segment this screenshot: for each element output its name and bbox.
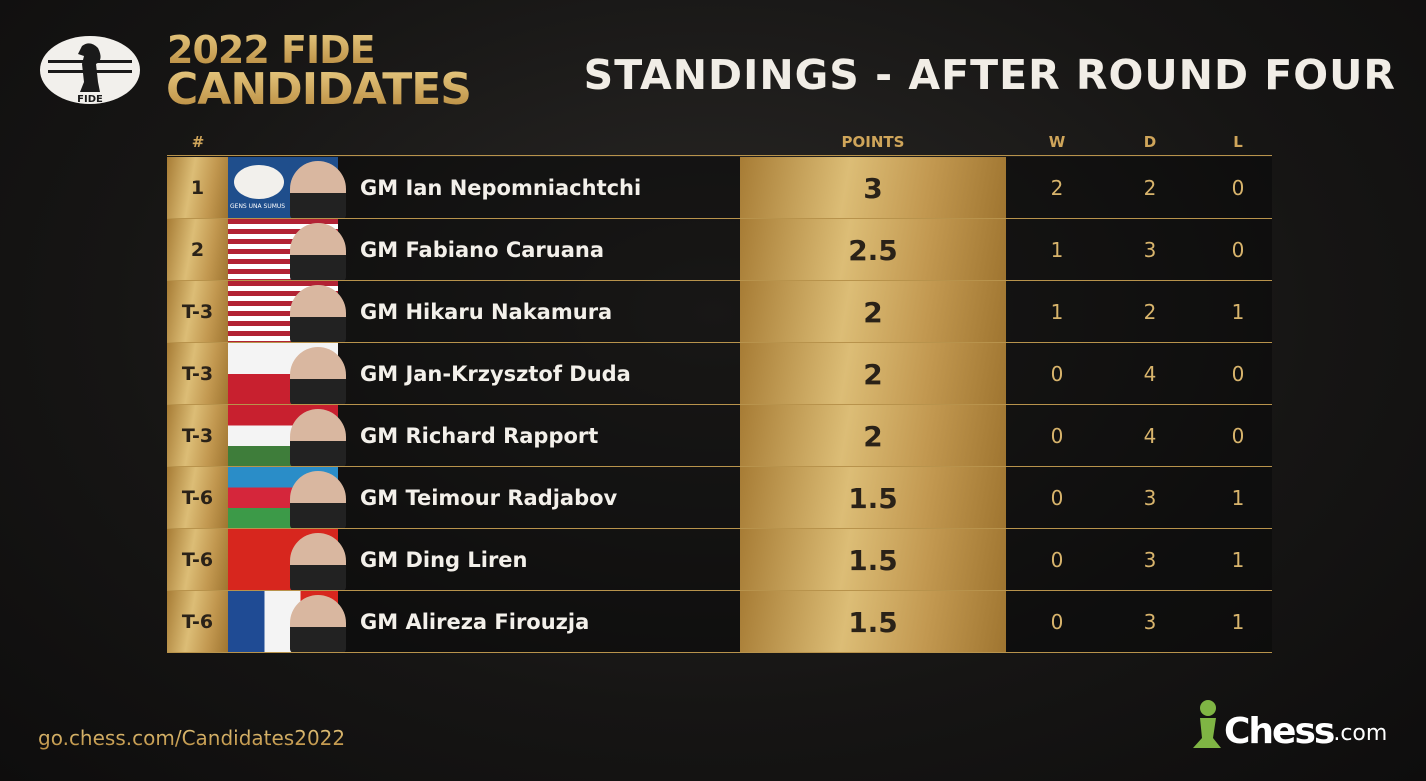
row-divider — [167, 342, 1272, 343]
standing-row: T-3 GM Hikaru Nakamura 2 1 2 1 — [0, 281, 1426, 343]
row-divider — [167, 652, 1272, 653]
points-cell: 1.5 — [740, 591, 1006, 653]
player-name: GM Ding Liren — [360, 548, 528, 572]
row-background — [167, 157, 1272, 219]
player-photo — [290, 471, 346, 529]
standing-row: T-6 GM Alireza Firouzja 1.5 0 3 1 — [0, 591, 1426, 653]
player-name: GM Fabiano Caruana — [360, 238, 605, 262]
player-photo — [290, 409, 346, 467]
rank-cell: T-3 — [167, 281, 228, 343]
l-count: 1 — [1231, 610, 1245, 634]
pawn-icon — [1193, 700, 1221, 748]
player-photo — [290, 161, 346, 219]
d-count: 3 — [1143, 238, 1157, 262]
player-name: GM Ian Nepomniachtchi — [360, 176, 642, 200]
row-background — [167, 467, 1272, 529]
l-count: 0 — [1231, 362, 1245, 386]
column-header: D — [1143, 133, 1157, 151]
standing-row: T-6 GM Teimour Radjabov 1.5 0 3 1 — [0, 467, 1426, 529]
d-count: 3 — [1143, 548, 1157, 572]
row-divider — [167, 466, 1272, 467]
footer-url: go.chess.com/Candidates2022 — [38, 726, 346, 750]
chesscom-logo-text: Chess — [1224, 711, 1335, 752]
w-count: 1 — [1050, 238, 1064, 262]
standing-row: T-3 GM Richard Rapport 2 0 4 0 — [0, 405, 1426, 467]
l-count: 1 — [1231, 486, 1245, 510]
player-photo — [290, 533, 346, 591]
points-cell: 2.5 — [740, 219, 1006, 281]
rank-cell: 1 — [167, 157, 228, 219]
d-count: 2 — [1143, 176, 1157, 200]
fide-logo: FIDE — [40, 36, 140, 105]
row-background — [167, 591, 1272, 653]
column-header: W — [1048, 133, 1066, 151]
chesscom-logo: Chess .com — [1190, 698, 1387, 754]
row-background — [167, 281, 1272, 343]
l-count: 0 — [1231, 238, 1245, 262]
d-count: 4 — [1143, 424, 1157, 448]
w-count: 2 — [1050, 176, 1064, 200]
column-header: # — [191, 133, 205, 151]
event-title-line1: 2022 FIDE — [167, 28, 376, 72]
rank-cell: T-6 — [167, 529, 228, 591]
w-count: 0 — [1050, 424, 1064, 448]
fide-flag-emblem — [234, 165, 284, 199]
w-count: 1 — [1050, 300, 1064, 324]
standing-row: 1 GENS UNA SUMUS GM Ian Nepomniachtchi 3 2 2 0 — [0, 157, 1426, 219]
standings-title: STANDINGS - AFTER ROUND FOUR — [583, 51, 1396, 99]
fide-flag-text: GENS UNA SUMUS — [230, 203, 286, 210]
player-photo — [290, 285, 346, 343]
w-count: 0 — [1050, 610, 1064, 634]
d-count: 4 — [1143, 362, 1157, 386]
row-divider — [167, 590, 1272, 591]
l-count: 0 — [1231, 424, 1245, 448]
chesscom-logo-suffix: .com — [1333, 721, 1388, 746]
points-cell: 2 — [740, 405, 1006, 467]
standing-row: T-3 GM Jan-Krzysztof Duda 2 0 4 0 — [0, 343, 1426, 405]
column-header: POINTS — [841, 133, 905, 151]
standing-row: T-6 GM Ding Liren 1.5 0 3 1 — [0, 529, 1426, 591]
player-name: GM Teimour Radjabov — [360, 486, 618, 510]
player-name: GM Hikaru Nakamura — [360, 300, 613, 324]
player-photo — [290, 347, 346, 405]
player-name: GM Jan-Krzysztof Duda — [360, 362, 631, 386]
w-count: 0 — [1050, 486, 1064, 510]
table-top-line — [167, 155, 1272, 156]
player-photo — [290, 223, 346, 281]
l-count: 0 — [1231, 176, 1245, 200]
points-cell: 1.5 — [740, 529, 1006, 591]
rank-cell: T-3 — [167, 405, 228, 467]
row-divider — [167, 528, 1272, 529]
points-cell: 2 — [740, 281, 1006, 343]
row-background — [167, 219, 1272, 281]
points-cell: 2 — [740, 343, 1006, 405]
row-divider — [167, 218, 1272, 219]
rank-cell: 2 — [167, 219, 228, 281]
w-count: 0 — [1050, 362, 1064, 386]
player-photo — [290, 595, 346, 653]
player-name: GM Richard Rapport — [360, 424, 599, 448]
d-count: 2 — [1143, 300, 1157, 324]
row-divider — [167, 280, 1272, 281]
row-background — [167, 405, 1272, 467]
rank-cell: T-3 — [167, 343, 228, 405]
column-header: L — [1233, 133, 1243, 151]
rank-cell: T-6 — [167, 591, 228, 653]
standing-row: 2 GM Fabiano Caruana 2.5 1 3 0 — [0, 219, 1426, 281]
row-divider — [167, 404, 1272, 405]
row-background — [167, 343, 1272, 405]
d-count: 3 — [1143, 610, 1157, 634]
points-cell: 1.5 — [740, 467, 1006, 529]
event-title-line2: CANDIDATES — [166, 64, 472, 115]
row-background — [167, 529, 1272, 591]
l-count: 1 — [1231, 548, 1245, 572]
fide-logo-text: FIDE — [77, 94, 103, 105]
player-name: GM Alireza Firouzja — [360, 610, 590, 634]
d-count: 3 — [1143, 486, 1157, 510]
rank-cell: T-6 — [167, 467, 228, 529]
w-count: 0 — [1050, 548, 1064, 572]
points-cell: 3 — [740, 157, 1006, 219]
l-count: 1 — [1231, 300, 1245, 324]
